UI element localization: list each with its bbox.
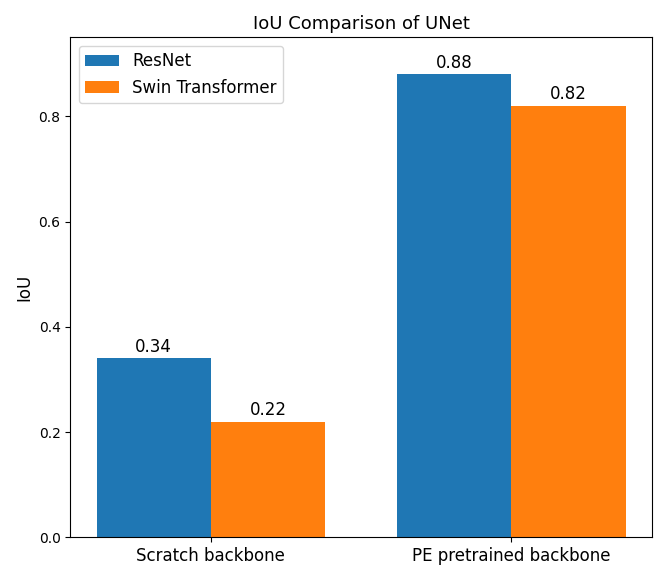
Legend: ResNet, Swin Transformer: ResNet, Swin Transformer <box>79 46 283 103</box>
Text: 0.22: 0.22 <box>249 401 287 419</box>
Bar <box>512 106 626 537</box>
Text: 0.82: 0.82 <box>550 85 587 103</box>
Text: 0.34: 0.34 <box>135 338 172 356</box>
Bar <box>397 74 512 537</box>
Y-axis label: IoU: IoU <box>15 274 33 301</box>
Bar <box>97 358 211 537</box>
Bar <box>211 422 325 537</box>
Title: IoU Comparison of UNet: IoU Comparison of UNet <box>253 15 470 33</box>
Text: 0.88: 0.88 <box>436 53 473 71</box>
